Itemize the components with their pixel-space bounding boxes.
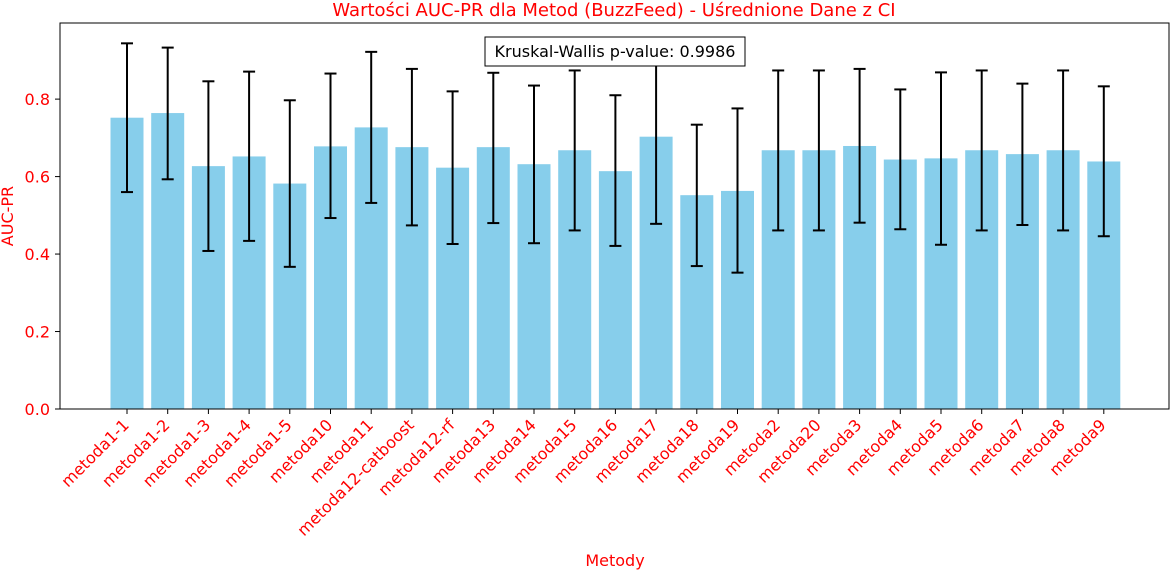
y-axis: 0.0 0.2 0.4 0.6 0.8: [25, 90, 60, 419]
error-bar-metoda2: [772, 69, 785, 232]
error-bar-metoda1-2: [161, 46, 174, 181]
error-bar-metoda10: [324, 72, 337, 220]
chart-title: Wartości AUC-PR dla Metod (BuzzFeed) - U…: [332, 0, 895, 21]
error-bar-metoda16: [609, 94, 622, 247]
bars-layer: [110, 113, 1121, 410]
error-bars-layer: [121, 42, 1110, 274]
y-axis-label: AUC-PR: [0, 186, 17, 246]
error-bar-metoda6: [975, 69, 988, 232]
error-bar-metoda9: [1097, 85, 1110, 238]
y-tick-label: 0.2: [25, 323, 50, 342]
error-bar-metoda14: [528, 84, 540, 245]
y-tick-label: 0.8: [25, 90, 50, 109]
error-bar-metoda4: [894, 88, 907, 231]
plot-frame: [59, 22, 1170, 410]
error-bar-metoda1-4: [243, 70, 256, 242]
error-bar-metoda3: [853, 67, 866, 224]
error-bar-metoda5: [935, 71, 947, 246]
y-tick-label: 0.0: [25, 400, 50, 419]
y-tick-label: 0.4: [25, 245, 50, 264]
error-bar-metoda7: [1016, 82, 1029, 227]
error-bar-metoda1-5: [283, 99, 296, 268]
x-axis: metoda1-1metoda1-2metoda1-3metoda1-4meto…: [57, 409, 1110, 540]
error-bar-metoda1-1: [121, 42, 133, 194]
error-bar-metoda11: [365, 50, 378, 204]
error-bar-metoda12-catboost: [405, 67, 418, 227]
error-bar-metoda15: [568, 69, 581, 232]
error-bar-metoda1-3: [202, 80, 215, 252]
error-bar-metoda12-rf: [446, 90, 459, 245]
x-axis-label: Metody: [585, 551, 644, 570]
error-bar-metoda18: [690, 123, 703, 268]
kruskal-wallis-annotation: Kruskal-Wallis p-value: 0.9986: [495, 42, 736, 61]
y-tick-label: 0.6: [25, 168, 50, 187]
annotation-box: Kruskal-Wallis p-value: 0.9986: [484, 36, 746, 67]
error-bar-metoda8: [1057, 69, 1070, 232]
error-bar-metoda13: [487, 71, 500, 225]
error-bar-metoda19: [731, 107, 744, 274]
error-bar-metoda20: [812, 69, 825, 232]
